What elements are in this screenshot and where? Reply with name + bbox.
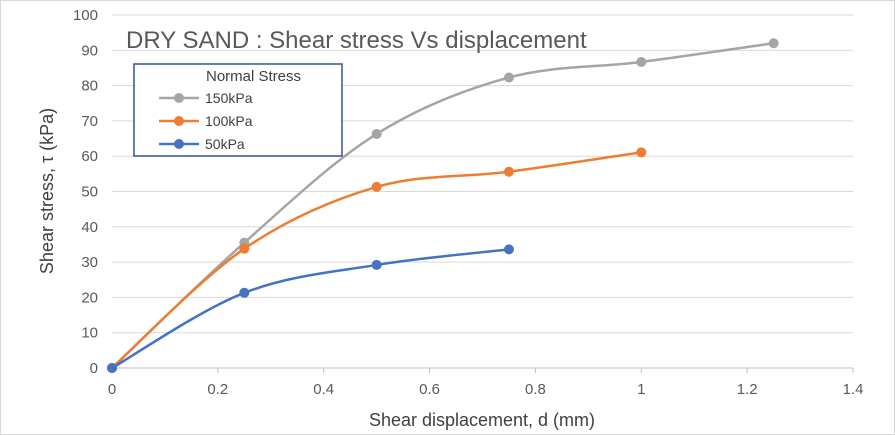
data-point-100kpa bbox=[503, 166, 514, 177]
y-tick-label: 80 bbox=[81, 78, 98, 95]
legend-entries: 150kPa 100kPa 50kPa bbox=[159, 90, 253, 152]
y-tick-label: 0 bbox=[90, 360, 98, 377]
y-tick-label: 40 bbox=[81, 219, 98, 236]
data-point-150kpa bbox=[503, 72, 514, 83]
data-point-150kpa bbox=[636, 56, 647, 67]
x-tick-label: 1 bbox=[637, 381, 645, 398]
x-tick-label: 0.6 bbox=[419, 381, 440, 398]
series-line-50kpa bbox=[111, 248, 510, 370]
y-tick-label: 20 bbox=[81, 289, 98, 306]
data-point-100kpa bbox=[636, 147, 647, 158]
y-axis-title: Shear stress, τ (kPa) bbox=[37, 108, 57, 274]
legend-label: 150kPa bbox=[205, 90, 253, 106]
series-line-150kpa bbox=[111, 42, 774, 369]
legend-title: Normal Stress bbox=[206, 68, 301, 85]
x-axis-title: Shear displacement, d (mm) bbox=[369, 410, 595, 430]
x-tick-label: 0.2 bbox=[207, 381, 228, 398]
data-point-150kpa bbox=[371, 128, 382, 139]
y-tick-label: 30 bbox=[81, 254, 98, 271]
x-tick-label: 0.4 bbox=[313, 381, 334, 398]
legend-swatch-marker bbox=[174, 139, 184, 149]
legend-label: 50kPa bbox=[205, 136, 245, 152]
y-tick-label: 100 bbox=[73, 7, 98, 24]
y-tick-label: 60 bbox=[81, 148, 98, 165]
y-tick-label: 50 bbox=[81, 184, 98, 201]
legend-label: 100kPa bbox=[205, 113, 253, 129]
chart-title: DRY SAND : Shear stress Vs displacement bbox=[126, 27, 587, 54]
legend-entry-150kpa: 150kPa bbox=[159, 90, 253, 106]
legend-box bbox=[133, 63, 343, 157]
data-point-100kpa bbox=[239, 243, 250, 254]
data-point-150kpa bbox=[768, 38, 779, 49]
y-tick-label: 90 bbox=[81, 42, 98, 59]
series-group bbox=[107, 38, 779, 373]
legend-swatch-marker bbox=[174, 93, 184, 103]
data-point-50kpa bbox=[107, 363, 117, 373]
data-point-50kpa bbox=[371, 259, 382, 270]
x-tick-label: 1.2 bbox=[737, 381, 758, 398]
axes: 0 10 20 30 40 50 60 70 80 90 100 0 0.2 0.4 0.6 0.8 1 1.2 1… bbox=[73, 7, 863, 398]
y-tick-label: 70 bbox=[81, 113, 98, 130]
legend-entry-50kpa: 50kPa bbox=[159, 136, 245, 152]
data-point-100kpa bbox=[371, 181, 382, 192]
y-tick-label: 10 bbox=[81, 325, 98, 342]
x-tick-label: 1.4 bbox=[843, 381, 864, 398]
x-tick-label: 0 bbox=[108, 381, 116, 398]
series-50kpa bbox=[107, 244, 514, 373]
data-point-50kpa bbox=[239, 287, 250, 298]
legend-entry-100kpa: 100kPa bbox=[159, 113, 253, 129]
legend: Normal Stress 150kPa 100kPa 50kPa bbox=[133, 63, 343, 157]
legend-swatch-marker bbox=[174, 116, 184, 126]
data-point-50kpa bbox=[503, 244, 514, 255]
x-tick-label: 0.8 bbox=[525, 381, 546, 398]
series-line-100kpa bbox=[111, 151, 642, 369]
